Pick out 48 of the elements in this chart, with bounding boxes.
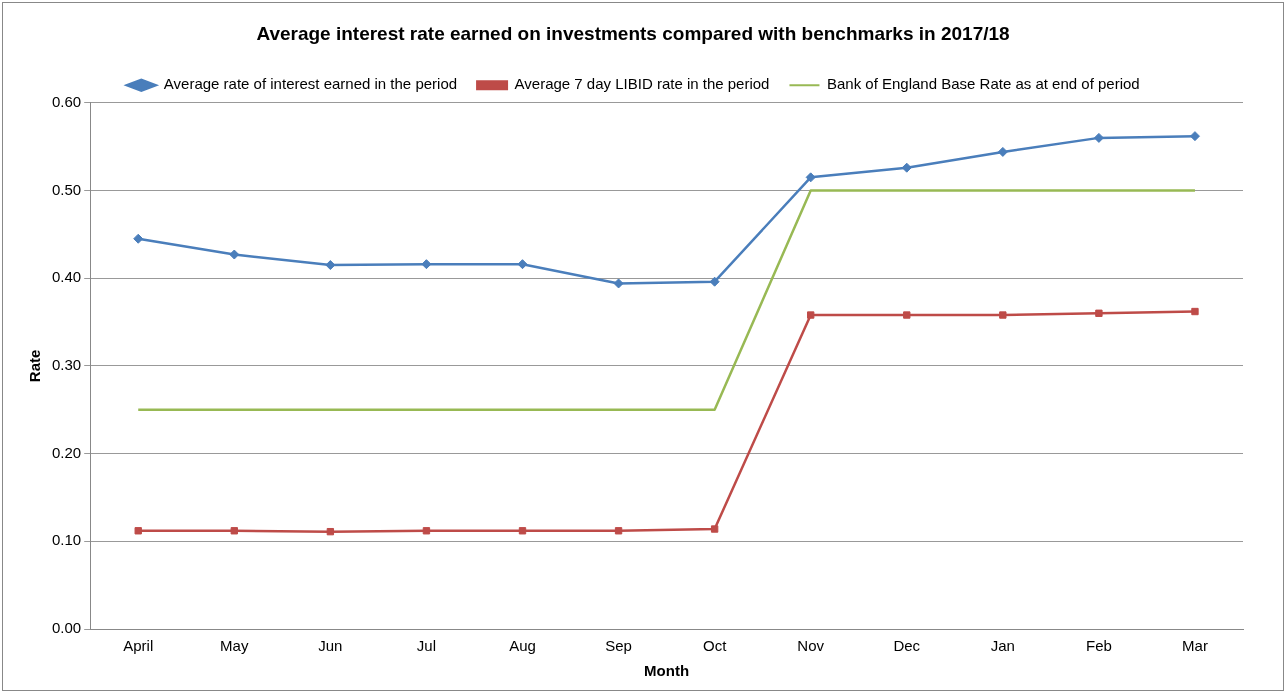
point — [903, 311, 911, 319]
y-axis-title: Rate — [26, 349, 44, 383]
point — [1095, 309, 1103, 317]
point — [613, 278, 624, 289]
x-tick-label: May — [220, 637, 249, 655]
point — [421, 259, 432, 270]
x-tick-label: Dec — [893, 637, 921, 655]
x-tick-label: Sep — [605, 637, 632, 655]
y-tick-label: 0.30 — [51, 356, 82, 374]
legend-label: Average rate of interest earned in the period — [163, 75, 458, 93]
y-tick-label: 0.40 — [51, 268, 82, 286]
point — [230, 527, 238, 535]
point — [901, 162, 912, 173]
point — [805, 172, 816, 183]
y-tick-label: 0.00 — [51, 619, 82, 637]
point — [807, 311, 815, 319]
point — [997, 146, 1008, 157]
legend-label: Bank of England Base Rate as at end of period — [826, 75, 1140, 93]
point — [614, 527, 623, 535]
y-tick-label: 0.20 — [51, 443, 82, 461]
y-tick-label: 0.60 — [51, 92, 82, 110]
y-tick-label: 0.50 — [51, 180, 82, 198]
legend-label: Average 7 day LIBID rate in the period — [514, 75, 770, 93]
x-tick-label: Jan — [990, 637, 1015, 655]
x-tick-label: Feb — [1085, 637, 1112, 655]
point — [710, 525, 719, 533]
point — [1093, 132, 1104, 143]
point — [1189, 131, 1200, 142]
x-tick-label: Mar — [1182, 637, 1208, 655]
point — [229, 249, 240, 260]
x-tick-label: April — [123, 637, 154, 655]
x-axis-title: Month — [644, 662, 690, 680]
point — [422, 527, 431, 535]
point — [999, 311, 1007, 319]
chart-title: Average interest rate earned on investments compared with benchmarks in 2017/18 — [256, 22, 1010, 44]
x-tick-label: Nov — [797, 637, 825, 655]
point — [326, 527, 335, 536]
point — [1191, 307, 1199, 316]
x-tick-label: Aug — [509, 637, 536, 655]
x-tick-label: Jun — [318, 637, 343, 655]
x-tick-label: Oct — [702, 637, 728, 655]
point — [517, 259, 528, 270]
point — [709, 276, 720, 287]
point — [518, 527, 527, 535]
point — [134, 527, 142, 535]
y-tick-label: 0.10 — [51, 531, 82, 549]
x-tick-label: Jul — [416, 637, 437, 655]
point — [133, 233, 144, 244]
